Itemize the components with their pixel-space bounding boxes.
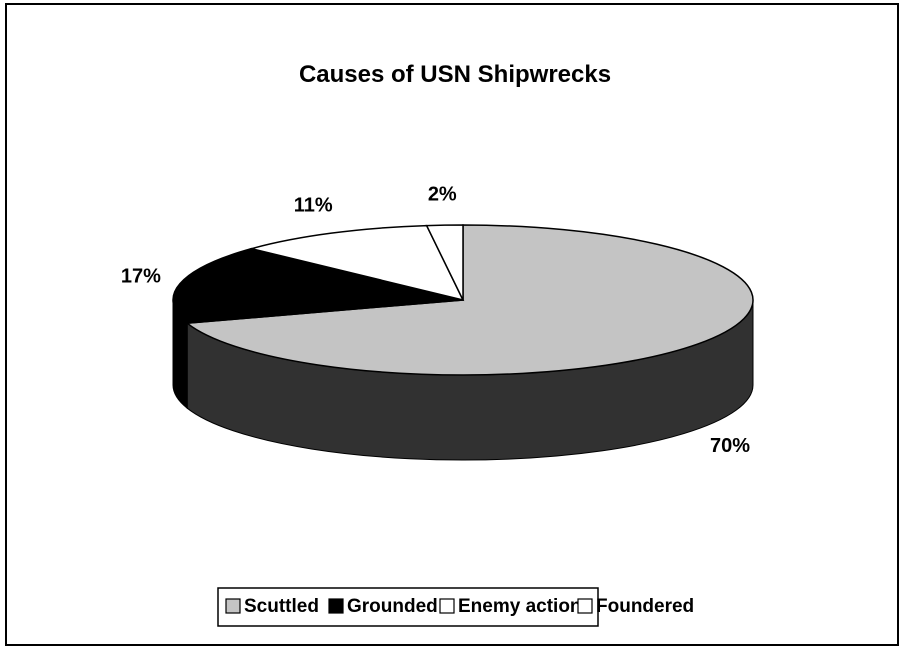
chart-title: Causes of USN Shipwrecks <box>299 61 611 88</box>
legend-label: Foundered <box>596 596 694 617</box>
pie-slice <box>172 247 464 324</box>
data-label: 11% <box>294 195 333 217</box>
legend-swatch <box>439 598 455 614</box>
legend-label: Grounded <box>347 596 438 617</box>
data-label: 17% <box>121 265 161 287</box>
pie-slice <box>248 224 465 302</box>
pie: 70% 17% 11% 2% <box>121 183 754 461</box>
legend-label: Enemy action <box>458 596 582 617</box>
legend-label: Scuttled <box>244 596 319 617</box>
legend-swatch <box>225 598 241 614</box>
legend-swatch <box>577 598 593 614</box>
data-label: 2% <box>428 183 457 205</box>
legend-box <box>217 587 599 627</box>
legend-swatch <box>328 598 344 614</box>
data-label: 70% <box>710 435 750 457</box>
legend: Scuttled Grounded Enemy action Foundered <box>225 596 694 617</box>
pie-slice <box>185 224 754 376</box>
pie-slice <box>425 224 464 301</box>
